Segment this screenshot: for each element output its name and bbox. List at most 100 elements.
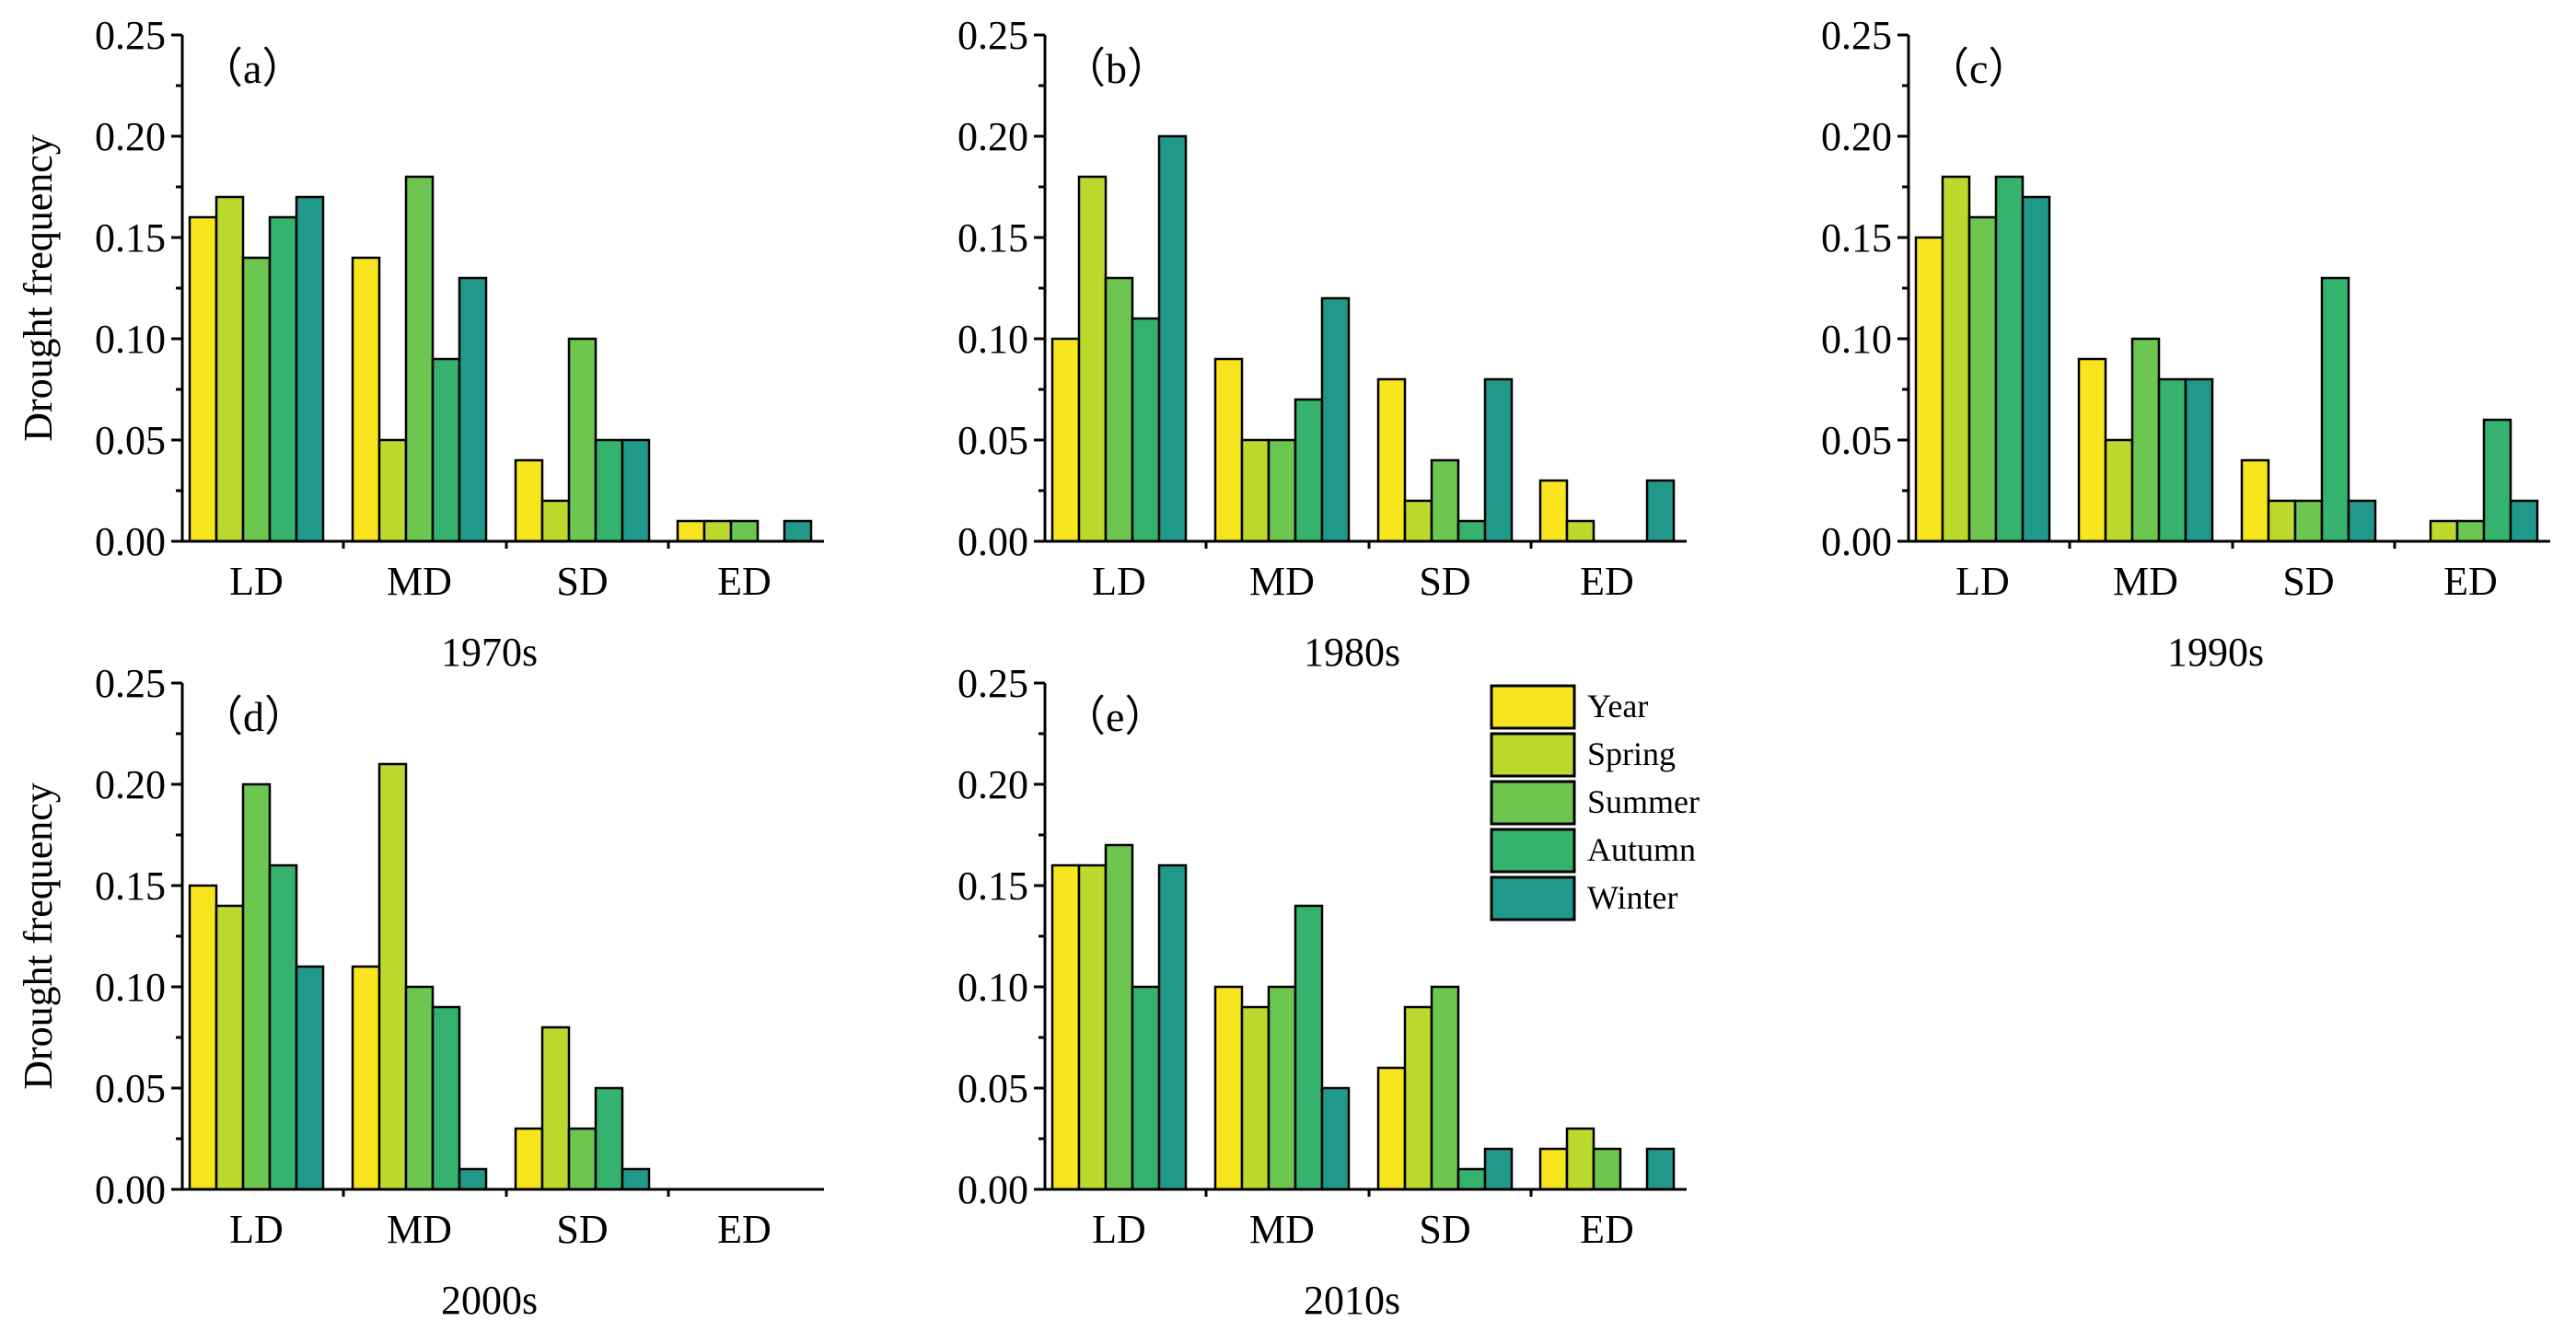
- x-tick-label-md: MD: [387, 1207, 452, 1252]
- bar-ld-year: [1050, 863, 1081, 1191]
- bar-sd-winter: [1483, 1147, 1514, 1191]
- bar-sd-summer: [567, 337, 598, 543]
- y-tick-label: 0.00: [957, 1167, 1028, 1212]
- panel-label: （e）: [1063, 693, 1166, 740]
- bar-ld-spring: [1941, 175, 1971, 543]
- y-tick-label: 0.05: [957, 1066, 1028, 1111]
- bar-ed-spring: [1565, 1127, 1595, 1191]
- bar-md-summer: [404, 175, 435, 543]
- legend-item-spring: Spring: [1490, 732, 1676, 778]
- bar-ld-year: [1914, 236, 1944, 543]
- x-tick-label-ed: ED: [717, 559, 772, 604]
- y-axis-title: Drought frequency: [16, 782, 61, 1090]
- bar-ld-autumn: [1994, 175, 2025, 543]
- x-tick-label-ed: ED: [2443, 559, 2498, 604]
- x-tick-label-ld: LD: [1092, 1207, 1146, 1252]
- bar-md-winter: [458, 276, 488, 543]
- x-axis-title: 1980s: [1304, 630, 1400, 675]
- y-tick-label: 0.25: [957, 661, 1028, 706]
- y-axis-title: Drought frequency: [16, 134, 61, 442]
- bar-sd-winter: [621, 438, 651, 543]
- bar-md-winter: [458, 1167, 488, 1191]
- bar-sd-summer: [567, 1127, 598, 1191]
- bar-sd-autumn: [1456, 1167, 1487, 1191]
- y-tick-label: 0.05: [1821, 418, 1892, 463]
- y-tick-label: 0.05: [957, 418, 1028, 463]
- bar-sd-spring: [540, 499, 571, 543]
- bar-md-summer: [1267, 438, 1297, 543]
- panels-group: 0.00 0.05 0.10 0.15 0.20 0.25 LD MD SD ED 1970s （a）…: [16, 13, 2550, 1323]
- x-tick-label-sd: SD: [2282, 559, 2334, 604]
- bar-md-winter: [1320, 1086, 1351, 1191]
- y-tick-label: 0.00: [95, 519, 166, 564]
- legend-item-year: Year: [1490, 684, 1648, 730]
- bar-ed-winter: [2509, 499, 2539, 543]
- x-tick-label-ld: LD: [1955, 559, 2010, 604]
- bar-md-year: [351, 965, 381, 1191]
- bar-md-year: [351, 256, 381, 543]
- x-tick-label-ed: ED: [717, 1207, 772, 1252]
- bar-sd-spring: [2267, 499, 2297, 543]
- y-tick-label: 0.15: [95, 215, 166, 261]
- panel-d: 0.00 0.05 0.10 0.15 0.20 0.25 LD MD SD ED 2000s （d）…: [16, 661, 824, 1323]
- x-tick-label-md: MD: [387, 559, 452, 604]
- y-tick-label: 0.10: [1821, 317, 1892, 362]
- legend-item-winter: Winter: [1490, 875, 1678, 921]
- bar-md-autumn: [431, 1005, 461, 1191]
- panel-a: 0.00 0.05 0.10 0.15 0.20 0.25 LD MD SD ED 1970s （a）…: [16, 13, 824, 675]
- legend-label: Spring: [1587, 736, 1676, 772]
- bar-sd-summer: [1430, 458, 1460, 543]
- x-tick-label-ed: ED: [1580, 559, 1634, 604]
- y-tick-label: 0.20: [95, 762, 166, 807]
- bar-ld-summer: [1104, 843, 1134, 1191]
- y-tick-label: 0.10: [957, 965, 1028, 1010]
- bar-ed-autumn: [2482, 418, 2512, 543]
- bar-ld-spring: [215, 904, 245, 1191]
- legend-swatch: [1490, 875, 1576, 921]
- bar-md-summer: [1267, 985, 1297, 1191]
- bar-sd-winter: [621, 1167, 651, 1191]
- bar-ld-autumn: [268, 215, 298, 543]
- y-tick-label: 0.20: [1821, 114, 1892, 159]
- bar-sd-autumn: [2320, 276, 2350, 543]
- bar-md-year: [1213, 357, 1244, 543]
- y-tick-label: 0.00: [1821, 519, 1892, 564]
- x-tick-label-sd: SD: [1419, 559, 1470, 604]
- y-tick-label: 0.10: [957, 317, 1028, 362]
- bar-ed-winter: [1645, 1147, 1676, 1191]
- bar-ld-summer: [1967, 215, 1998, 543]
- bar-ld-year: [188, 884, 218, 1191]
- x-axis-title: 1970s: [441, 630, 538, 675]
- bar-md-spring: [1240, 438, 1271, 543]
- bar-ld-year: [1050, 337, 1081, 543]
- y-tick-label: 0.15: [957, 863, 1028, 909]
- bar-md-autumn: [1294, 904, 1324, 1191]
- bar-ed-year: [676, 519, 706, 543]
- bar-sd-autumn: [594, 438, 624, 543]
- x-tick-label-md: MD: [2113, 559, 2178, 604]
- bar-ld-summer: [241, 782, 272, 1191]
- y-tick-label: 0.20: [957, 762, 1028, 807]
- bar-sd-spring: [1403, 499, 1433, 543]
- bar-ld-autumn: [268, 863, 298, 1191]
- x-tick-label-ld: LD: [1092, 559, 1146, 604]
- bar-sd-autumn: [594, 1086, 624, 1191]
- panel-e: 0.00 0.05 0.10 0.15 0.20 0.25 LD MD SD ED 2010s （e）: [957, 661, 1687, 1323]
- bar-sd-winter: [2347, 499, 2377, 543]
- panel-label: （c）: [1927, 45, 2030, 92]
- bar-sd-spring: [540, 1025, 571, 1191]
- bar-ld-autumn: [1131, 317, 1161, 543]
- bar-md-spring: [1240, 1005, 1271, 1191]
- legend-item-summer: Summer: [1490, 780, 1700, 826]
- legend-label: Summer: [1587, 783, 1700, 820]
- x-axis-title: 2010s: [1304, 1278, 1400, 1323]
- bar-sd-year: [514, 1127, 544, 1191]
- panel-c: 0.00 0.05 0.10 0.15 0.20 0.25 LD MD SD ED 1990s （c）: [1821, 13, 2550, 675]
- legend-swatch: [1490, 732, 1576, 778]
- bar-sd-summer: [2293, 499, 2324, 543]
- x-tick-label-sd: SD: [556, 559, 608, 604]
- x-tick-label-ld: LD: [229, 559, 284, 604]
- bar-ed-summer: [2455, 519, 2486, 543]
- legend-label: Year: [1587, 688, 1648, 724]
